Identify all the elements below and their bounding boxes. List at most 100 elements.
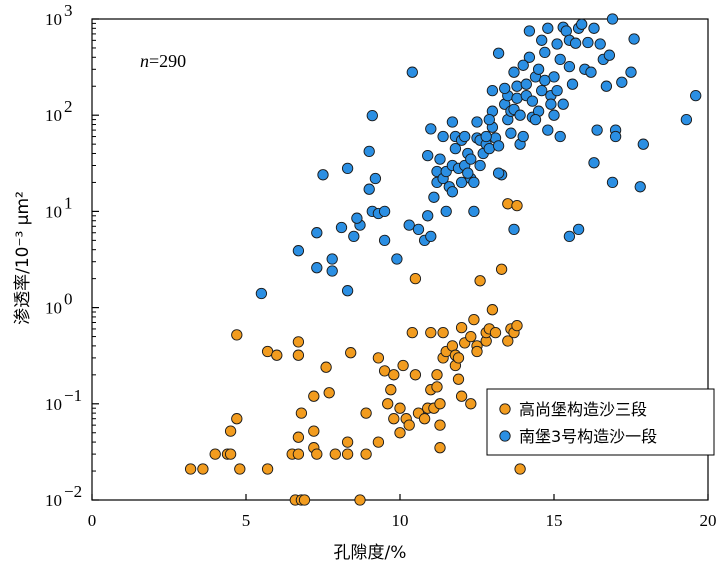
data-point bbox=[452, 373, 465, 385]
data-point bbox=[508, 223, 520, 236]
data-point bbox=[511, 92, 523, 104]
data-point bbox=[431, 381, 443, 393]
data-point bbox=[508, 66, 520, 78]
data-point bbox=[197, 463, 209, 475]
data-point bbox=[483, 142, 495, 155]
data-point bbox=[502, 198, 514, 210]
data-point bbox=[335, 221, 348, 234]
data-point bbox=[369, 172, 382, 185]
legend-label: 南堡3号构造沙一段 bbox=[519, 427, 657, 446]
data-point bbox=[462, 167, 474, 179]
data-point bbox=[184, 463, 197, 475]
data-point bbox=[397, 359, 409, 372]
data-point bbox=[295, 407, 308, 419]
data-points bbox=[184, 13, 702, 506]
data-point bbox=[308, 390, 320, 402]
x-tick-label: 20 bbox=[700, 511, 717, 530]
data-point bbox=[440, 205, 452, 218]
data-point bbox=[606, 13, 619, 25]
x-tick-label: 15 bbox=[546, 511, 563, 530]
data-point bbox=[326, 253, 338, 265]
data-point bbox=[372, 352, 385, 364]
data-point bbox=[378, 205, 391, 218]
data-point bbox=[542, 124, 554, 136]
data-point bbox=[403, 219, 415, 231]
data-point bbox=[505, 127, 517, 139]
data-point bbox=[231, 329, 243, 341]
data-point bbox=[345, 347, 357, 359]
data-point bbox=[422, 149, 434, 162]
data-point bbox=[446, 116, 459, 128]
data-point bbox=[511, 80, 523, 92]
data-point bbox=[406, 66, 418, 78]
data-point bbox=[418, 413, 431, 425]
data-point bbox=[224, 425, 237, 437]
data-point bbox=[502, 335, 514, 347]
data-point bbox=[523, 25, 536, 37]
data-point bbox=[551, 38, 563, 50]
data-point bbox=[511, 319, 523, 332]
data-point bbox=[452, 352, 465, 364]
data-point bbox=[483, 113, 495, 126]
data-point bbox=[434, 442, 446, 454]
x-tick-label: 10 bbox=[392, 511, 409, 530]
data-point bbox=[409, 369, 422, 381]
data-point bbox=[545, 98, 557, 110]
data-point bbox=[680, 113, 693, 126]
x-tick-label: 0 bbox=[88, 511, 97, 530]
data-point bbox=[523, 51, 536, 63]
data-point bbox=[468, 205, 480, 218]
data-point bbox=[594, 38, 606, 50]
data-point bbox=[234, 463, 246, 475]
data-point bbox=[539, 46, 551, 59]
data-point bbox=[354, 494, 366, 506]
data-point bbox=[455, 390, 468, 402]
data-point bbox=[391, 253, 403, 265]
data-point bbox=[360, 407, 372, 419]
data-point bbox=[446, 186, 459, 198]
data-point bbox=[317, 169, 329, 181]
data-point bbox=[489, 326, 502, 339]
data-point bbox=[529, 113, 542, 126]
data-point bbox=[526, 95, 539, 107]
data-point bbox=[554, 53, 566, 66]
data-point bbox=[499, 82, 511, 95]
legend-box bbox=[486, 388, 715, 456]
data-point bbox=[480, 130, 492, 143]
y-tick-label: 10 bbox=[45, 10, 62, 29]
data-point bbox=[394, 402, 406, 414]
data-point bbox=[554, 130, 566, 143]
legend-label: 高尚堡构造沙三段 bbox=[519, 400, 647, 419]
data-point bbox=[382, 398, 394, 410]
data-point bbox=[394, 427, 406, 439]
data-point bbox=[320, 361, 332, 373]
data-point bbox=[363, 183, 375, 195]
series-1 bbox=[184, 198, 526, 506]
data-point bbox=[690, 89, 702, 102]
data-point bbox=[231, 413, 243, 425]
y-tick-exponent: 2 bbox=[64, 97, 73, 116]
data-point bbox=[539, 74, 551, 87]
data-point bbox=[292, 431, 305, 443]
data-point bbox=[425, 123, 437, 135]
data-point bbox=[271, 349, 283, 361]
data-point bbox=[459, 130, 471, 143]
data-point bbox=[548, 109, 560, 121]
data-point bbox=[437, 326, 449, 339]
data-point bbox=[560, 25, 572, 37]
data-point bbox=[542, 22, 554, 34]
data-point bbox=[471, 116, 483, 128]
data-point bbox=[406, 326, 418, 339]
data-point bbox=[455, 321, 468, 334]
data-point bbox=[323, 387, 335, 399]
data-point bbox=[566, 78, 579, 90]
series-2 bbox=[255, 13, 702, 300]
data-point bbox=[628, 33, 640, 45]
data-point bbox=[563, 230, 576, 243]
data-point bbox=[603, 49, 616, 61]
data-point bbox=[563, 60, 576, 73]
data-point bbox=[517, 130, 529, 143]
data-point bbox=[431, 369, 443, 381]
